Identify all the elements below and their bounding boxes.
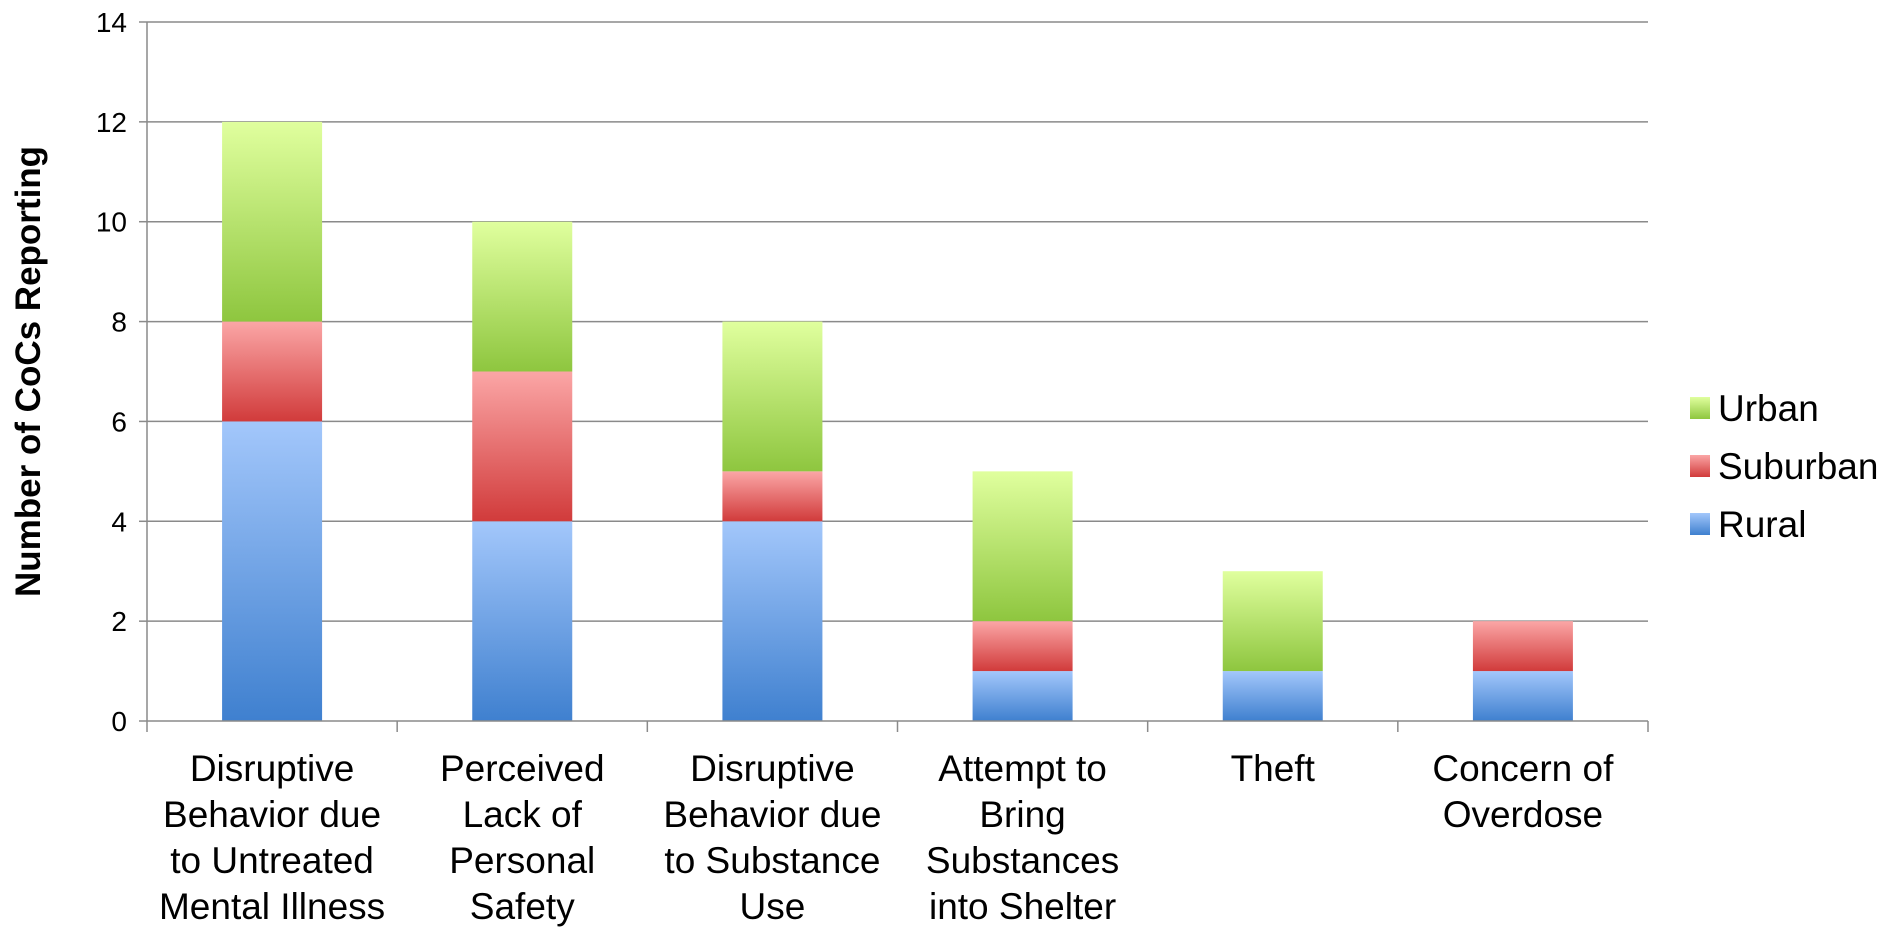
y-axis-label: Number of CoCs Reporting <box>9 146 48 597</box>
category-labels: Disruptive Behavior due to Untreated Mental… <box>159 748 1614 927</box>
bar-segment-rural <box>972 671 1073 721</box>
bar-segment-suburban <box>1472 621 1573 672</box>
grid-lines <box>147 21 1648 622</box>
y-tick-label: 14 <box>96 7 127 38</box>
legend-swatch-urban <box>1690 397 1710 419</box>
legend: Urban Suburban Rural <box>1690 388 1878 545</box>
bar-segment-rural <box>722 521 823 721</box>
bar-segment-urban <box>722 321 823 472</box>
bar-segment-rural <box>1222 671 1323 721</box>
bar-segment-suburban <box>972 621 1073 672</box>
y-tick-label: 12 <box>96 107 127 138</box>
y-tick-label: 2 <box>111 606 127 637</box>
legend-label-rural: Rural <box>1718 504 1806 545</box>
category-label: Attempt to Bring Substances into Shelter <box>926 748 1119 927</box>
bar-segment-urban <box>972 471 1073 622</box>
bar-segment-rural <box>222 421 323 721</box>
axes <box>139 21 1649 732</box>
y-tick-label: 4 <box>111 506 127 537</box>
y-tick-label: 0 <box>111 706 127 737</box>
bar-segment-rural <box>1472 671 1573 721</box>
legend-swatch-suburban <box>1690 455 1710 477</box>
bar-segment-suburban <box>222 321 323 422</box>
y-tick-label: 6 <box>111 406 127 437</box>
y-tick-label: 8 <box>111 307 127 338</box>
bars <box>222 121 1573 721</box>
bar-segment-suburban <box>722 471 823 522</box>
category-label: Perceived Lack of Personal Safety <box>440 748 605 927</box>
bar-segment-rural <box>472 521 573 721</box>
bar-segment-urban <box>1222 571 1323 672</box>
y-tick-labels: 0 2 4 6 8 10 12 14 <box>96 7 127 737</box>
legend-label-urban: Urban <box>1718 388 1819 429</box>
category-label: Disruptive Behavior due to Substance Use <box>663 748 881 927</box>
legend-swatch-rural <box>1690 513 1710 535</box>
y-tick-label: 10 <box>96 207 127 238</box>
bar-segment-suburban <box>472 371 573 522</box>
bar-segment-urban <box>222 121 323 322</box>
category-label: Disruptive Behavior due to Untreated Mental… <box>159 748 385 927</box>
bar-segment-urban <box>472 221 573 372</box>
legend-label-suburban: Suburban <box>1718 446 1878 487</box>
category-label: Theft <box>1231 748 1316 789</box>
category-label: Concern of Overdose <box>1432 748 1614 835</box>
